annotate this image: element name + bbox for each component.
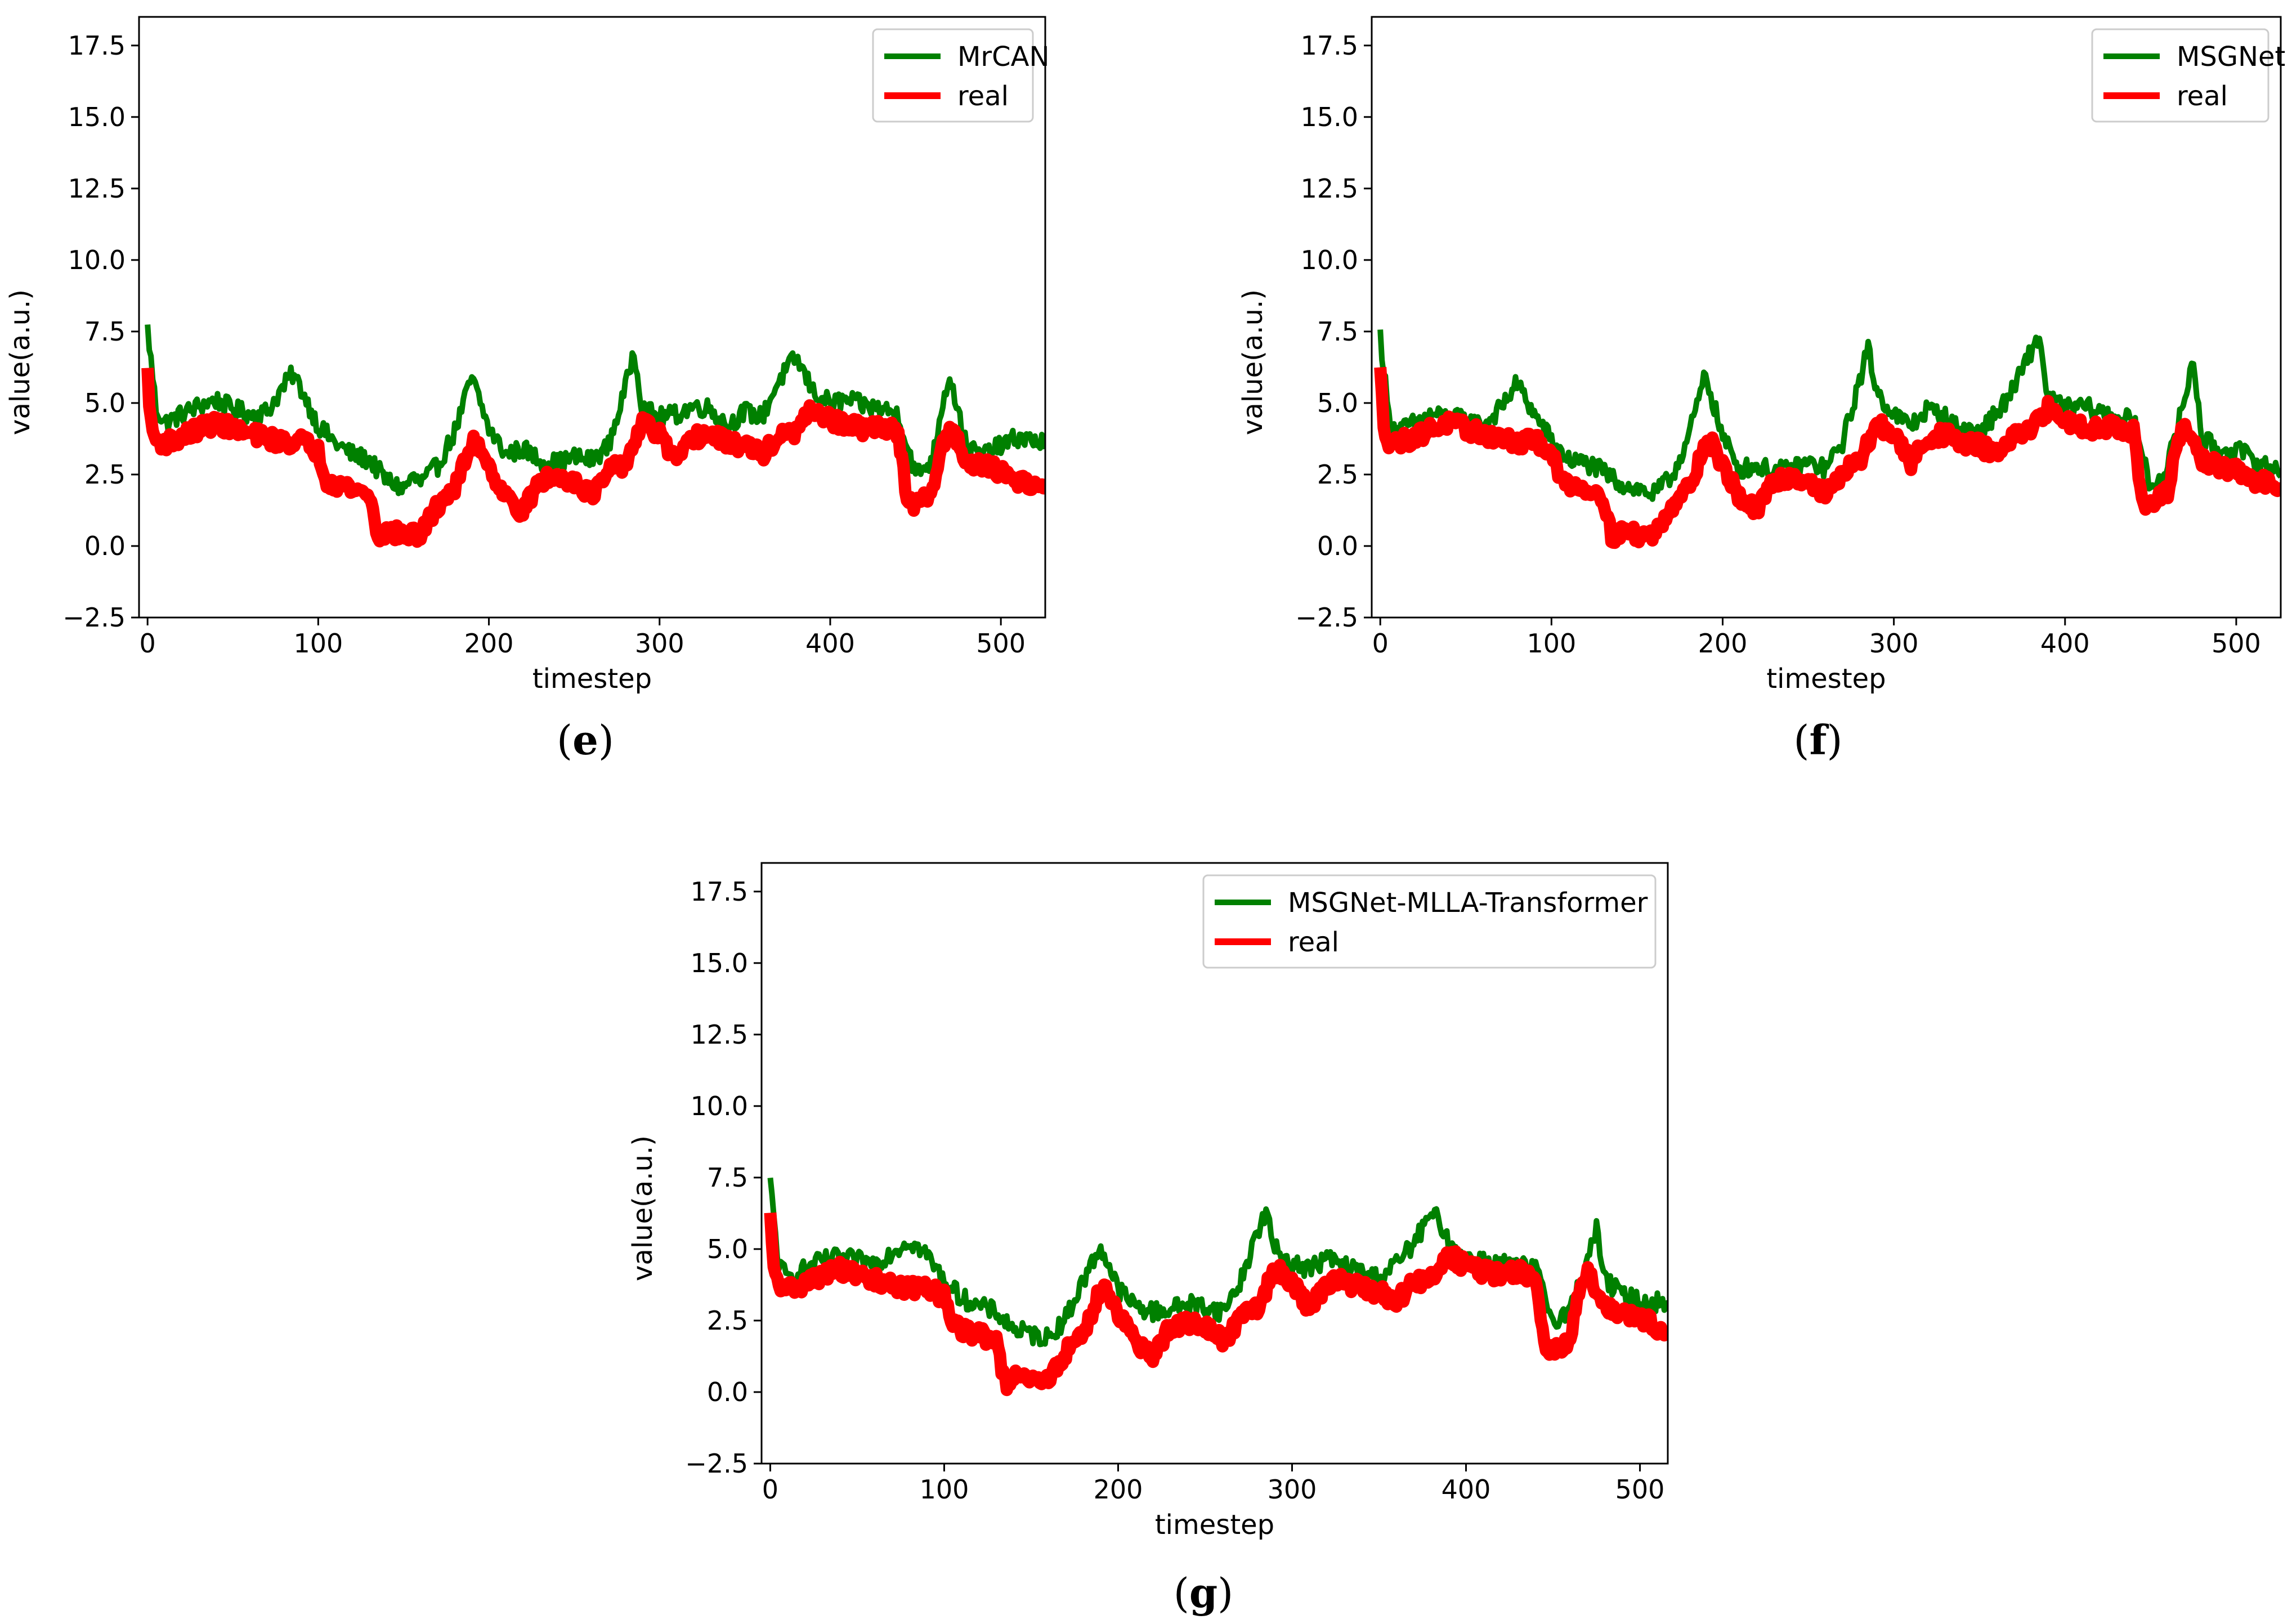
y-tick-label: 5.0 <box>1317 388 1358 418</box>
x-tick-label: 200 <box>1094 1474 1143 1505</box>
x-axis-label: timestep <box>1766 663 1886 695</box>
series-line-msgnet <box>1377 329 2281 502</box>
legend: MrCAN real <box>872 28 1049 123</box>
y-tick-label: 12.5 <box>68 173 126 204</box>
series-line-mrcan <box>145 324 1045 496</box>
x-tick-label: 400 <box>2040 628 2090 659</box>
x-tick-label: 500 <box>1615 1474 1665 1505</box>
y-tick-label: 10.0 <box>68 245 126 275</box>
y-tick-label: 15.0 <box>1301 102 1358 132</box>
y-tick-label: 17.5 <box>68 30 126 61</box>
panel-caption: (e) <box>557 716 614 764</box>
y-tick-label: 2.5 <box>707 1305 748 1336</box>
legend-label: real <box>957 80 1009 112</box>
y-axis-label: value(a.u.) <box>5 289 36 435</box>
y-axis-label: value(a.u.) <box>627 1135 659 1281</box>
series-line-real <box>141 368 1045 548</box>
y-tick-label: 15.0 <box>691 948 748 978</box>
y-tick-label: 10.0 <box>1301 245 1358 275</box>
axes-frame <box>1371 16 2282 619</box>
chart-panel-e: 0 100 200 300 400 500 −2.5 0.0 2.5 5.0 7.5 10.0 12.5… <box>5 16 1049 764</box>
x-tick-label: 0 <box>762 1474 778 1505</box>
x-tick-label: 100 <box>1526 628 1576 659</box>
y-tick-label: 7.5 <box>707 1162 748 1193</box>
y-tick-label: 10.0 <box>691 1091 748 1121</box>
y-tick-label: −2.5 <box>62 602 126 633</box>
y-tick-label: 0.0 <box>707 1377 748 1407</box>
legend-label: real <box>2177 80 2228 112</box>
x-tick-label: 300 <box>635 628 684 659</box>
legend-label: real <box>1288 927 1339 958</box>
legend: MSGNet-MLLA-Transformer real <box>1202 874 1657 969</box>
y-tick-label: 7.5 <box>84 316 126 347</box>
x-tick-label: 100 <box>920 1474 969 1505</box>
panel-caption: (g) <box>1174 1569 1234 1617</box>
y-tick-label: −2.5 <box>1295 602 1358 633</box>
legend: MSGNet real <box>2091 28 2285 123</box>
x-tick-label: 300 <box>1268 1474 1317 1505</box>
x-tick-label: 0 <box>140 628 156 659</box>
legend-label: MSGNet <box>2177 41 2285 73</box>
series-group <box>764 1177 1668 1397</box>
x-tick-label: 100 <box>293 628 343 659</box>
legend-label: MrCAN <box>957 41 1049 73</box>
y-tick-label: 5.0 <box>84 388 126 418</box>
axes-frame <box>760 862 1669 1465</box>
legend-label: MSGNet-MLLA-Transformer <box>1288 887 1648 919</box>
x-tick-label: 0 <box>1372 628 1389 659</box>
y-tick-label: 15.0 <box>68 102 126 132</box>
series-line-real <box>1374 366 2281 549</box>
legend-box <box>1202 874 1657 969</box>
y-tick-label: 17.5 <box>1301 30 1358 61</box>
y-tick-label: 12.5 <box>691 1019 748 1050</box>
series-line-real <box>764 1212 1668 1397</box>
x-axis-label: timestep <box>1155 1509 1274 1541</box>
series-group <box>141 324 1045 548</box>
axes-frame <box>138 16 1046 619</box>
y-tick-label: 2.5 <box>1317 459 1358 490</box>
y-tick-label: 0.0 <box>1317 531 1358 561</box>
y-tick-label: 12.5 <box>1301 173 1358 204</box>
y-tick-label: 7.5 <box>1317 316 1358 347</box>
y-axis-label: value(a.u.) <box>1237 289 1269 435</box>
x-tick-label: 500 <box>2212 628 2261 659</box>
x-tick-label: 500 <box>976 628 1026 659</box>
chart-panel-f: 0 100 200 300 400 500 −2.5 0.0 2.5 5.0 7.5 10.0 12.5… <box>1237 16 2285 764</box>
y-tick-label: 2.5 <box>84 459 126 490</box>
series-group <box>1374 329 2281 549</box>
y-tick-label: 17.5 <box>691 876 748 907</box>
y-tick-label: 5.0 <box>707 1234 748 1264</box>
x-axis-label: timestep <box>532 663 652 695</box>
panel-caption: (f) <box>1793 716 1842 764</box>
x-tick-label: 200 <box>1698 628 1748 659</box>
x-tick-label: 300 <box>1869 628 1919 659</box>
x-tick-label: 400 <box>1442 1474 1491 1505</box>
chart-panel-g: 0 100 200 300 400 500 −2.5 0.0 2.5 5.0 7.5 10.0 12.5… <box>627 862 1669 1617</box>
x-tick-label: 400 <box>805 628 855 659</box>
y-tick-label: −2.5 <box>685 1448 748 1479</box>
y-tick-label: 0.0 <box>84 531 126 561</box>
x-tick-label: 200 <box>464 628 514 659</box>
